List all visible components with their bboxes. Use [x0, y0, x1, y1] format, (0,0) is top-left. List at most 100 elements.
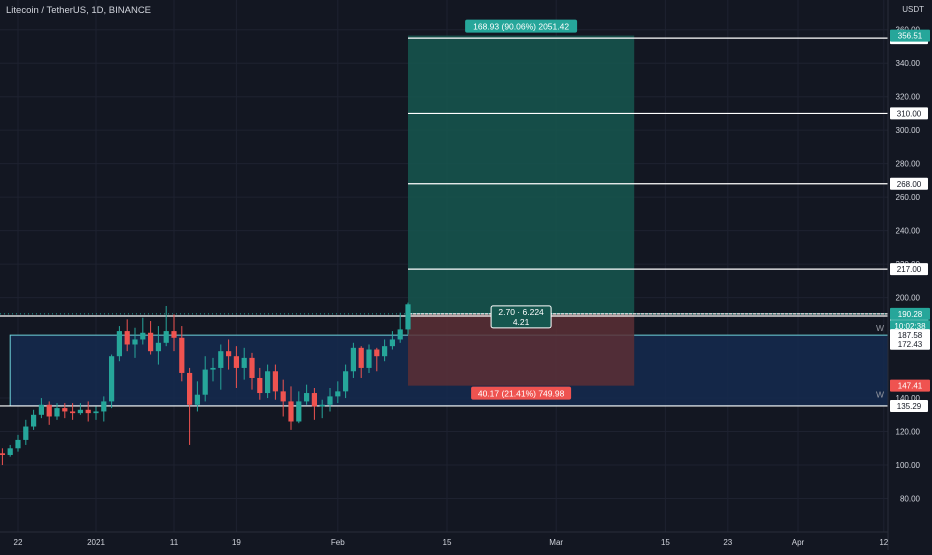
time-tick-label: 19 — [232, 538, 241, 547]
price-badge — [890, 29, 930, 42]
candle-body[interactable] — [62, 408, 68, 412]
candle-body[interactable] — [116, 331, 122, 357]
w-marker-label: W — [876, 389, 884, 399]
risk-reward-box — [490, 305, 552, 329]
candle-body[interactable] — [233, 356, 239, 368]
candle-body[interactable] — [343, 371, 349, 392]
candle-body[interactable] — [109, 356, 115, 402]
candle-body[interactable] — [272, 371, 278, 392]
candle-body[interactable] — [405, 304, 411, 330]
candle-body[interactable] — [31, 414, 37, 427]
price-badge — [890, 329, 930, 342]
candle-body[interactable] — [210, 367, 216, 370]
price-tick-label: 280.00 — [896, 160, 921, 169]
price-tick-label: 100.00 — [896, 461, 921, 470]
candle-body[interactable] — [304, 393, 310, 402]
candle-body[interactable] — [389, 339, 395, 347]
symbol-title[interactable]: Litecoin / TetherUS, 1D, BINANCE — [6, 5, 152, 16]
time-tick-label: Mar — [549, 538, 563, 547]
price-badge-text: 190.28 — [898, 310, 923, 319]
loss-label-box — [471, 386, 572, 400]
candle-body[interactable] — [296, 401, 302, 422]
candle-body[interactable] — [23, 426, 29, 440]
profit-target-area[interactable] — [408, 35, 635, 314]
candle-body[interactable] — [280, 391, 286, 402]
candle-body[interactable] — [179, 337, 185, 373]
candle-body[interactable] — [187, 372, 193, 405]
candle-body[interactable] — [15, 439, 21, 449]
price-tick-label: 300.00 — [896, 126, 921, 135]
candle-body[interactable] — [140, 332, 146, 340]
candle-body[interactable] — [70, 411, 76, 414]
price-tick-label: 340.00 — [896, 59, 921, 68]
price-badge-text: 10:02:38 — [894, 322, 926, 331]
candle-body[interactable] — [7, 448, 13, 455]
time-tick-label: 15 — [443, 538, 452, 547]
level-price-badge — [890, 107, 928, 120]
time-tick-label: 22 — [14, 538, 23, 547]
time-tick-label: 15 — [661, 538, 670, 547]
candle-body[interactable] — [0, 453, 5, 455]
level-price-badge — [890, 263, 928, 276]
candle-body[interactable] — [132, 339, 138, 345]
candle-body[interactable] — [101, 401, 107, 412]
candle-body[interactable] — [226, 351, 232, 357]
price-tick-label: 140.00 — [896, 394, 921, 403]
candle-body[interactable] — [327, 396, 333, 405]
candle-body[interactable] — [155, 342, 161, 352]
price-badge — [890, 320, 930, 333]
time-tick-label: 11 — [170, 538, 179, 547]
level-price-text: 268.00 — [897, 180, 922, 189]
candle-body[interactable] — [93, 411, 99, 414]
candle-body[interactable] — [366, 349, 372, 368]
price-badge — [890, 379, 930, 392]
candle-body[interactable] — [358, 347, 364, 368]
candle-body[interactable] — [124, 331, 130, 345]
time-tick-label: 23 — [723, 538, 732, 547]
price-tick-label: 260.00 — [896, 193, 921, 202]
candle-body[interactable] — [350, 347, 356, 372]
candle-body[interactable] — [148, 332, 154, 352]
candle-body[interactable] — [335, 391, 341, 397]
time-tick-label: 12 — [879, 538, 888, 547]
candle-body[interactable] — [218, 351, 224, 368]
candle-body[interactable] — [249, 357, 255, 378]
price-tick-label: 80.00 — [900, 495, 921, 504]
candle-body[interactable] — [257, 377, 263, 394]
profit-label-box — [465, 19, 578, 33]
candle-body[interactable] — [382, 346, 388, 357]
candle-body[interactable] — [85, 409, 91, 414]
candle-body[interactable] — [54, 408, 60, 417]
candle-body[interactable] — [163, 331, 169, 343]
candle-body[interactable] — [265, 371, 271, 394]
candle-body[interactable] — [374, 349, 380, 357]
price-badge-text: 172.43 — [898, 340, 923, 349]
candle-body[interactable] — [77, 409, 83, 414]
level-price-text: 217.00 — [897, 265, 922, 274]
price-tick-label: 200.00 — [896, 294, 921, 303]
currency-label: USDT — [902, 5, 924, 14]
candle-body[interactable] — [38, 404, 44, 415]
time-tick-label: 2021 — [87, 538, 105, 547]
risk-reward-ratio: 4.21 — [513, 317, 530, 327]
risk-reward-text: 2.70 · 6.224 — [498, 307, 544, 317]
candle-body[interactable] — [46, 404, 52, 417]
price-badge-text: 356.51 — [898, 32, 923, 41]
candle-body[interactable] — [319, 404, 325, 407]
candle-body[interactable] — [241, 357, 247, 368]
candle-body[interactable] — [288, 401, 294, 422]
candle-body[interactable] — [194, 394, 200, 405]
candle-body[interactable] — [311, 393, 317, 407]
price-tick-label: 240.00 — [896, 227, 921, 236]
candle-body[interactable] — [397, 329, 403, 340]
level-price-text: 135.29 — [897, 402, 922, 411]
time-tick-label: Feb — [331, 538, 345, 547]
price-badge-text: 147.41 — [898, 382, 923, 391]
candle-body[interactable] — [171, 331, 177, 338]
loss-label-text: 40.17 (21.41%) 749.98 — [478, 389, 565, 399]
price-badge-text: 187.58 — [898, 331, 923, 340]
level-price-badge — [890, 177, 928, 190]
candle-body[interactable] — [202, 369, 208, 395]
